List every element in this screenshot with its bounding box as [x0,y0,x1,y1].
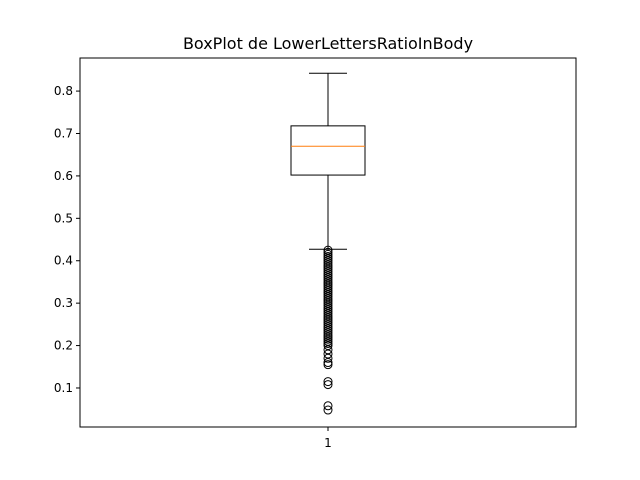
y-tick-label: 0.4 [54,254,73,268]
outlier-point [323,338,333,348]
outlier-point [323,405,333,415]
outlier-point [323,353,333,363]
y-tick-label: 0.3 [54,296,73,310]
outlier-point [323,360,333,370]
y-tick-label: 0.7 [54,126,73,140]
axes-frame [79,57,577,428]
outlier-point [323,377,333,387]
plot-layer: 0.1 0.2 0.3 0.4 0.5 0.6 0.7 0.8 1 [54,72,366,450]
y-tick-label: 0.1 [54,381,73,395]
outlier-point [323,401,333,411]
outlier-point [323,334,333,344]
outlier-point [323,358,333,368]
chart-title: BoxPlot de LowerLettersRatioInBody [183,34,473,53]
iqr-box [290,125,366,176]
y-tick-label: 0.6 [54,169,73,183]
y-tick-label: 0.8 [54,84,73,98]
outlier-point [323,380,333,390]
x-tick-label: 1 [324,436,332,450]
y-tick-label: 0.2 [54,339,73,353]
y-tick-label: 0.5 [54,211,73,225]
